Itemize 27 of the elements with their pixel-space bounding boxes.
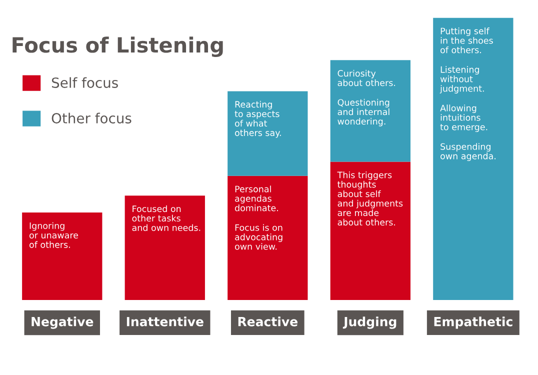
x-tick-label: Empathetic	[434, 316, 512, 329]
bar	[22, 212, 102, 300]
annotation: Curiosity about others.	[338, 70, 396, 86]
x-tick-label: Negative	[32, 316, 94, 329]
annotation: Ignoring or unaware of others.	[29, 222, 78, 248]
annotation: Putting self in the shoes of others.	[440, 28, 493, 54]
annotation: This triggers thoughts about self and judgments are made about others.	[337, 171, 403, 226]
annotation: Questioning and internal wondering.	[338, 98, 390, 126]
legend-label: Other focus	[52, 112, 132, 124]
x-tick-label: Judging	[342, 316, 396, 329]
annotation: Allowing intuitions to emerge.	[440, 104, 488, 132]
annotation: Focus is on advocating own view.	[235, 224, 282, 250]
x-tick-label: Reactive	[238, 316, 298, 326]
bar	[330, 60, 410, 162]
bar	[228, 176, 308, 300]
annotation: Listening without judgment.	[440, 66, 484, 94]
text: Focus of Listening	[12, 36, 223, 57]
bar	[228, 91, 308, 176]
bar	[433, 18, 514, 300]
annotation: Personal agendas dominate.	[235, 186, 278, 212]
bar	[330, 162, 410, 300]
bar	[124, 196, 205, 300]
annotation: Reacting to aspects of what others say.	[234, 100, 281, 138]
annotation: Suspending own agenda.	[440, 143, 496, 162]
annotation: Focused on other tasks and own needs.	[132, 205, 200, 232]
x-tick-label: Inattentive	[126, 316, 204, 326]
legend-label: Self focus	[52, 77, 118, 88]
